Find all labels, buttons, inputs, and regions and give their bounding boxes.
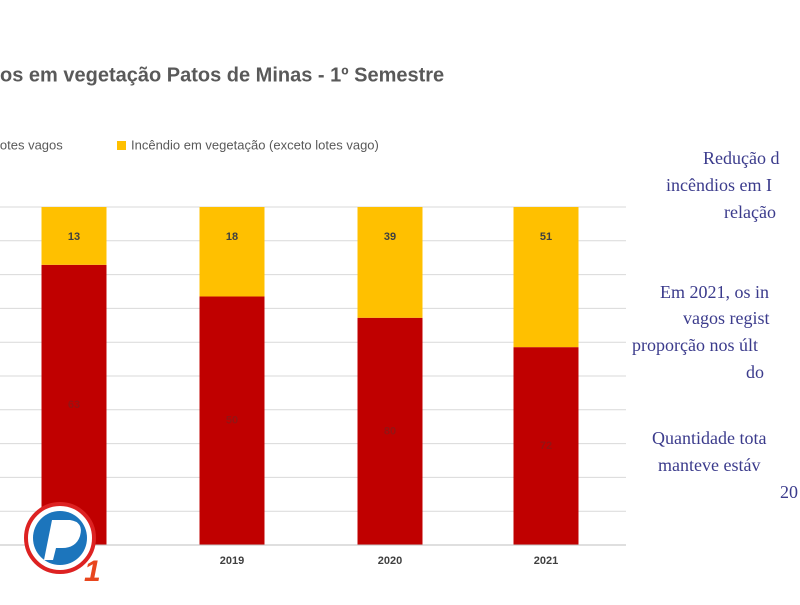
x-tick-label: 2019 <box>220 555 244 567</box>
bar-segment <box>357 207 423 318</box>
bar-segment <box>41 207 107 265</box>
notes: Redução d incêndios em I relação Em 2021… <box>632 148 798 502</box>
note: vagos regist <box>683 308 769 328</box>
data-label: 18 <box>226 231 238 243</box>
legend-label: lotes vagos <box>0 137 63 152</box>
data-label: 13 <box>68 231 80 243</box>
note: 20 <box>780 482 798 502</box>
note: Redução d <box>703 148 779 168</box>
bar-segment <box>513 207 579 348</box>
bar-segment <box>357 317 423 545</box>
note: Em 2021, os in <box>660 282 769 302</box>
note: manteve estáv <box>658 455 760 475</box>
note: relação <box>724 202 776 222</box>
bar-segment <box>199 207 265 297</box>
legend-label: Incêndio em vegetação (exceto lotes vago… <box>131 137 379 152</box>
x-tick-label: 2020 <box>378 555 402 567</box>
bar-segment <box>199 296 265 545</box>
data-label: 72 <box>540 440 552 452</box>
chart-title: os em vegetação Patos de Minas - 1º Seme… <box>0 64 444 86</box>
data-label: 39 <box>384 231 396 243</box>
plot: lotes vagos Incêndio em vegetação (exceto… <box>0 137 626 567</box>
data-label: 51 <box>540 231 552 243</box>
data-label: 50 <box>226 415 238 427</box>
x-tick-label: 2021 <box>534 555 558 567</box>
note: Quantidade tota <box>652 428 766 448</box>
bar-segment <box>41 264 107 545</box>
legend-swatch <box>117 141 126 150</box>
note: proporção nos últ <box>632 335 758 355</box>
data-label: 80 <box>384 425 396 437</box>
bar-segment <box>513 347 579 545</box>
data-label: 63 <box>68 399 80 411</box>
note: incêndios em I <box>666 175 772 195</box>
note: do <box>746 362 764 382</box>
logo: 1 <box>24 502 101 588</box>
svg-text:1: 1 <box>84 555 101 588</box>
